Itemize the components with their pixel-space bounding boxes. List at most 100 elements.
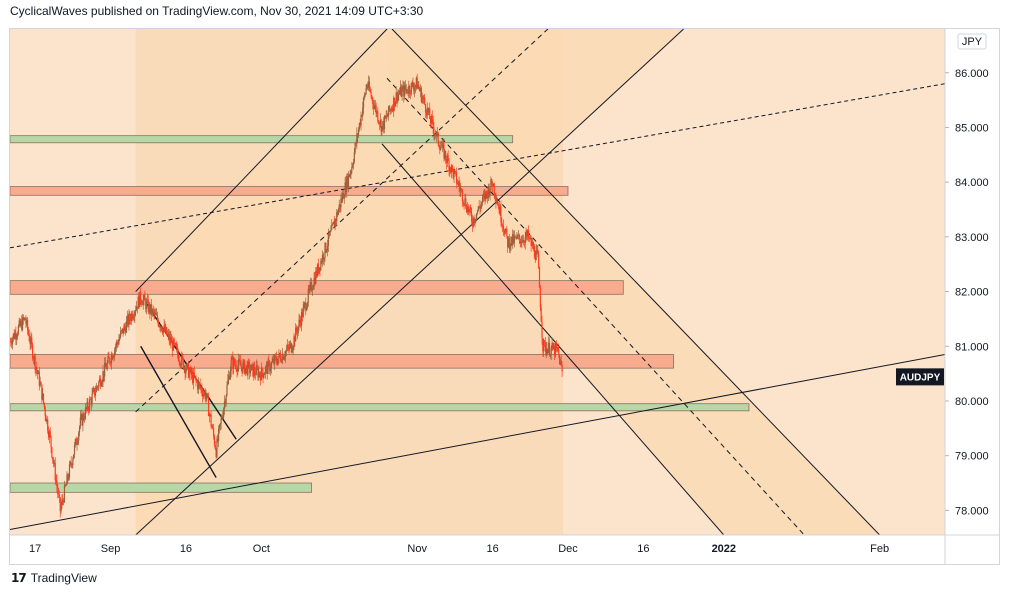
candle-body xyxy=(197,382,200,390)
candle-body xyxy=(32,344,34,359)
time-tick-label: 2022 xyxy=(712,543,736,555)
time-axis[interactable]: 17 Sep 16 Oct Nov 16 Dec 16 2022 Feb xyxy=(29,543,889,555)
candle-body xyxy=(202,392,204,397)
candle-body xyxy=(465,198,467,208)
candle-body xyxy=(136,306,138,309)
candle-body xyxy=(132,317,134,319)
candle-body xyxy=(82,414,84,426)
candle-body xyxy=(273,359,275,364)
price-axis[interactable]: 86.000 85.000 84.000 83.000 82.000 81.000 80.0… xyxy=(945,68,989,518)
candles[interactable] xyxy=(9,73,563,518)
candle-body xyxy=(308,289,310,291)
candle-body xyxy=(336,212,338,222)
channel-upper-line[interactable] xyxy=(135,29,388,292)
zone-resistance-1[interactable] xyxy=(10,186,569,196)
candle-body xyxy=(530,237,532,246)
long-support-trendline[interactable] xyxy=(10,353,945,531)
candle-body xyxy=(96,386,98,388)
candle-body xyxy=(97,386,99,388)
zone-resistance-3[interactable] xyxy=(10,354,674,369)
candle-body xyxy=(234,364,236,366)
candle-body xyxy=(184,366,186,374)
long-dashed-trendline[interactable] xyxy=(10,83,945,249)
time-tick-label: Nov xyxy=(407,543,427,555)
candle-body xyxy=(281,354,283,363)
candle-body xyxy=(225,395,227,404)
candle-body xyxy=(480,204,482,210)
chart-panel[interactable] xyxy=(9,28,1000,565)
candle-body xyxy=(322,254,324,260)
candle-body xyxy=(73,444,76,455)
zone-support-0[interactable] xyxy=(10,135,514,144)
candle-body xyxy=(244,367,247,374)
candle-body xyxy=(206,393,208,396)
candle-body xyxy=(320,260,322,270)
candle-body xyxy=(543,340,546,343)
price-tick-label: 85.000 xyxy=(955,122,989,134)
candle-body xyxy=(213,435,216,445)
down-channel-mid-line[interactable] xyxy=(386,77,805,535)
downtrend-channel[interactable] xyxy=(381,29,880,535)
candle-body xyxy=(398,93,401,94)
currency-label: JPY xyxy=(962,36,983,48)
tradingview-logo[interactable]: 17 TradingView xyxy=(11,571,97,585)
plot-area[interactable] xyxy=(9,29,945,535)
candle-body xyxy=(289,344,291,350)
candle-body xyxy=(187,363,189,365)
candle-body xyxy=(546,348,548,355)
candle-body xyxy=(196,380,198,382)
candle-body xyxy=(551,343,553,348)
down-channel-lower-line[interactable] xyxy=(381,143,725,535)
candle-body xyxy=(245,365,247,368)
candle-body xyxy=(235,365,237,370)
candle-body xyxy=(536,250,538,252)
candle-body xyxy=(450,167,452,173)
candle-body xyxy=(459,186,461,191)
down-channel-upper-line[interactable] xyxy=(391,29,881,535)
candle-body xyxy=(502,225,504,227)
candle-body xyxy=(48,431,50,438)
candle-body xyxy=(379,119,381,125)
zone-resistance-2[interactable] xyxy=(10,280,624,295)
candle-body xyxy=(486,192,489,199)
zone-support-5[interactable] xyxy=(10,482,313,493)
candle-body xyxy=(241,366,243,373)
candle-body xyxy=(318,267,320,273)
candle-body xyxy=(203,391,205,394)
candle-body xyxy=(550,347,552,355)
candle-body xyxy=(156,314,158,316)
candle-body xyxy=(261,367,263,374)
candle-body xyxy=(386,115,388,117)
candle-body xyxy=(491,179,493,185)
candle-body xyxy=(374,105,376,107)
candle-body xyxy=(175,343,177,347)
candle-body xyxy=(452,169,454,178)
candle-body xyxy=(521,241,523,243)
candle-body xyxy=(143,295,145,300)
candle-body xyxy=(131,313,133,319)
candle-body xyxy=(127,315,129,325)
candle-body xyxy=(296,331,298,334)
candle-body xyxy=(65,484,67,486)
channel-mid-line[interactable] xyxy=(135,29,549,413)
candle-body xyxy=(185,370,187,374)
candle-body xyxy=(137,296,139,309)
candle-body xyxy=(94,392,97,396)
candle-body xyxy=(472,217,474,227)
candle-body xyxy=(429,108,431,119)
candle-body xyxy=(181,355,183,365)
candle-body xyxy=(446,155,448,163)
candle-body xyxy=(423,97,425,99)
candle-body xyxy=(455,170,457,173)
zone-support-4[interactable] xyxy=(10,403,750,412)
candle-body xyxy=(174,343,176,344)
channel-lower-line[interactable] xyxy=(135,29,684,535)
wedge-lower-line[interactable] xyxy=(140,345,217,478)
candle-body xyxy=(448,160,450,172)
candle-body xyxy=(460,189,462,191)
candle-body xyxy=(496,201,498,203)
candle-body xyxy=(110,354,112,364)
candle-body xyxy=(249,363,251,373)
candle-body xyxy=(80,414,82,418)
